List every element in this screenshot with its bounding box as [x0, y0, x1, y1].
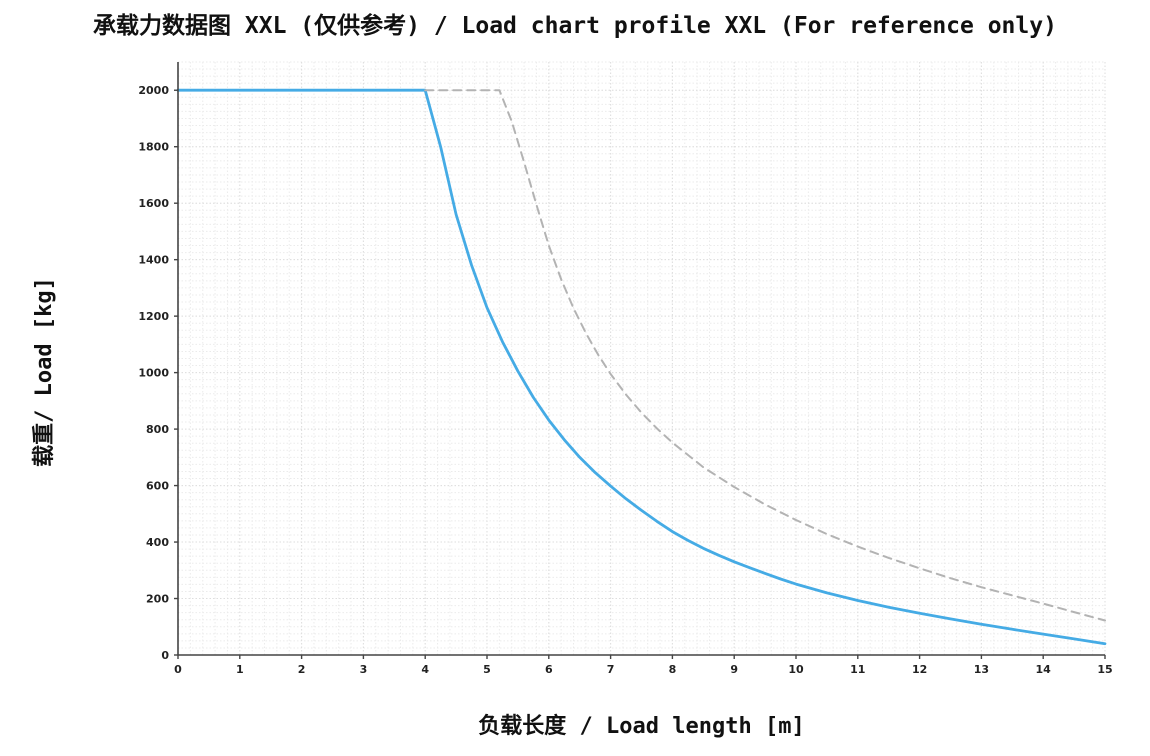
- x-tick-label: 7: [607, 663, 615, 676]
- y-tick-label: 1200: [138, 310, 169, 323]
- x-tick-label: 0: [174, 663, 182, 676]
- x-tick-label: 11: [850, 663, 865, 676]
- y-tick-label: 200: [146, 593, 169, 606]
- x-tick-label: 4: [421, 663, 429, 676]
- x-tick-label: 5: [483, 663, 491, 676]
- x-tick-label: 6: [545, 663, 553, 676]
- series-load-curve-solid: [176, 88, 1107, 646]
- x-tick-label: 3: [360, 663, 368, 676]
- x-axis-label: 负载长度 / Load length [m]: [478, 714, 805, 739]
- x-tick-label: 1: [236, 663, 244, 676]
- y-tick-label: 2000: [138, 84, 169, 97]
- x-tick-label: 13: [974, 663, 989, 676]
- y-tick-label: 0: [161, 649, 169, 662]
- x-tick-label: 15: [1097, 663, 1112, 676]
- x-tick-label: 8: [669, 663, 677, 676]
- x-tick-label: 9: [730, 663, 738, 676]
- y-tick-label: 1400: [138, 254, 169, 267]
- chart-title: 承载力数据图 XXL (仅供参考) / Load chart profile X…: [93, 13, 1057, 39]
- series-reference-curve-dashed: [424, 89, 1106, 622]
- x-tick-label: 12: [912, 663, 927, 676]
- x-tick-label: 14: [1036, 663, 1052, 676]
- y-tick-label: 1000: [138, 367, 169, 380]
- y-tick-label: 1600: [138, 197, 169, 210]
- x-tick-label: 2: [298, 663, 306, 676]
- y-tick-label: 400: [146, 536, 169, 549]
- y-tick-label: 1800: [138, 141, 169, 154]
- x-tick-label: 10: [788, 663, 804, 676]
- y-tick-label: 600: [146, 480, 169, 493]
- y-tick-label: 800: [146, 423, 169, 436]
